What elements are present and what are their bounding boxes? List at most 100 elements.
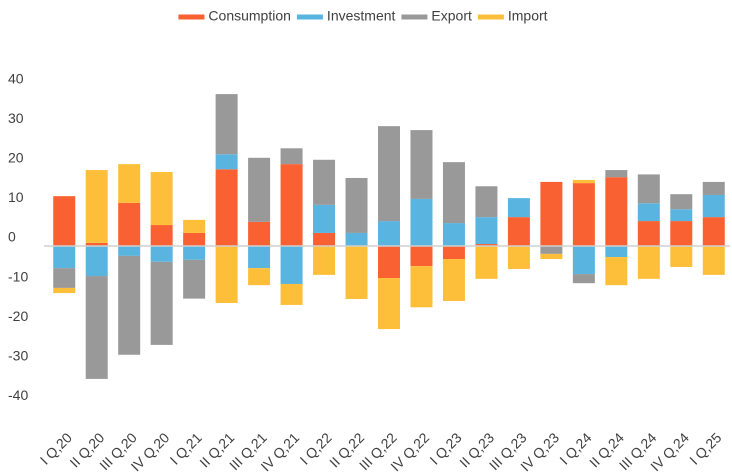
bar-segment [345,232,368,246]
bar-segment [183,232,206,246]
bar-segment [313,246,336,275]
bar-segment [345,246,368,300]
bar-segment [118,164,141,203]
bar-segment [280,164,303,246]
bar-segment [85,170,108,243]
bar-segment [53,287,76,294]
legend-item: Import [477,8,548,24]
legend-item: Consumption [178,8,291,24]
bar-segment [702,246,725,275]
bar-segment [313,159,336,205]
bar-segment [118,255,141,355]
bar-segment [605,257,628,286]
bar-segment [637,246,660,279]
legend-label: Import [508,8,548,24]
bar-segment [410,198,433,246]
bar-segment [637,203,660,222]
bar-segment [150,261,173,345]
bar-segment [378,246,400,279]
legend-item: Investment [296,8,396,24]
bar-segment [637,221,660,246]
bar-segment [475,217,498,245]
bar-segment [442,223,465,246]
bar-segment [637,174,660,204]
bar-segment [442,259,465,301]
bar-segment [442,162,465,224]
bar-segment [442,246,465,260]
bar-segment [572,179,595,184]
y-tick-label: 30 [8,110,24,126]
bar-segment [150,172,173,226]
bar-segment [670,209,693,222]
legend-label: Investment [327,8,396,24]
bar-segment [572,274,595,284]
y-tick-label: 40 [8,70,24,86]
bar-segment [215,169,238,246]
bar-segment [248,221,271,246]
bar-segment [475,186,498,218]
bar-segment [605,170,628,178]
bar-segment [540,246,563,254]
bar-segment [605,246,628,258]
bar-segment [183,219,206,233]
bar-segment [118,246,141,256]
bar-segment [53,268,76,288]
bar-segment [702,217,725,246]
bar-segment [410,266,433,308]
bar-segment [410,246,433,267]
y-tick-label: -30 [8,347,28,363]
legend-item: Export [401,8,472,24]
bar-segment [280,148,303,165]
bar-segment [313,204,336,233]
bar-segment [53,246,76,269]
legend: Consumption Investment Export Import [178,8,548,24]
bar-segment [248,268,271,286]
bar-segment [507,198,530,218]
bar-segment [572,246,595,275]
bar-segment [410,130,433,199]
bar-segment [183,246,206,260]
bar-segment [280,246,303,284]
bar-segment [118,202,141,246]
bar-segment [85,246,108,277]
bar-segment [280,283,303,305]
bar-segment [507,217,530,246]
bar-segment [85,242,108,246]
bar-segment [53,196,76,246]
bar-segment [345,177,368,233]
bar-segment [150,225,173,246]
y-tick-label: -40 [8,387,28,403]
y-tick-label: 20 [8,150,24,166]
y-tick-label: -20 [8,308,28,324]
bar-segment [572,183,595,246]
bar-segment [670,246,693,267]
bar-segment [378,278,400,330]
bar-segment [670,221,693,246]
bar-segment [378,221,400,246]
y-tick-label: -10 [8,268,28,284]
bar-segment [378,126,400,222]
bar-segment [540,253,563,260]
bar-segment [313,232,336,246]
y-tick-label: 10 [8,189,24,205]
bar-segment [215,154,238,170]
bar-segment [248,246,271,269]
bar-segment [702,181,725,195]
bar-segment [248,157,271,222]
bar-segment [215,94,238,155]
bar-segment [507,246,530,269]
y-tick-label: 0 [8,229,16,245]
bar-segment [540,181,563,246]
bar-segment [670,194,693,210]
legend-label: Consumption [208,8,291,24]
bar-segment [475,244,498,246]
bar-segment [475,246,498,279]
bar-segment [702,194,725,218]
bar-segment [85,276,108,379]
bar-segment [215,246,238,303]
bar-segment [183,259,206,299]
bar-segment [150,246,173,262]
x-tick-label: I Q,25 [686,429,724,467]
bar-segment [605,177,628,246]
